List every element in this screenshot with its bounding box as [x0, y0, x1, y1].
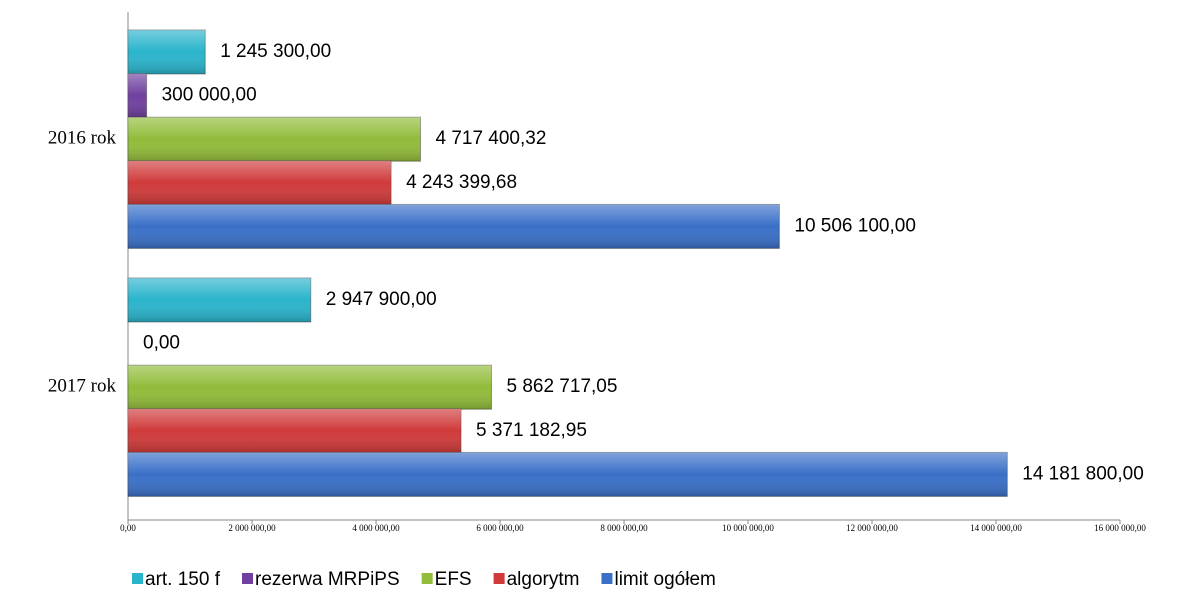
data-label: 5 371 182,95: [476, 420, 587, 441]
data-label: 300 000,00: [162, 85, 257, 106]
legend-label: art. 150 f: [145, 569, 221, 590]
legend-swatch: [421, 573, 433, 584]
x-tick-label: 16 000 000,00: [1094, 523, 1146, 533]
data-label: 10 506 100,00: [794, 215, 916, 236]
legend-label: algorytm: [507, 569, 580, 590]
legend-swatch: [601, 573, 613, 584]
x-tick-label: 4 000 000,00: [352, 523, 400, 533]
x-tick-label: 0,00: [120, 523, 136, 533]
y-tick-label: 2017 rok: [48, 375, 117, 396]
data-label: 0,00: [143, 333, 180, 354]
x-tick-label: 2 000 000,00: [228, 523, 276, 533]
bar-shade: [128, 408, 462, 453]
x-tick-label: 6 000 000,00: [476, 523, 524, 533]
legend-label: EFS: [435, 569, 472, 590]
data-label: 14 181 800,00: [1022, 463, 1144, 484]
x-tick-label: 14 000 000,00: [970, 523, 1022, 533]
bar-shade: [128, 117, 421, 162]
bar-shade: [128, 278, 311, 322]
bar-shade: [128, 365, 492, 410]
data-label: 5 862 717,05: [506, 376, 617, 397]
y-tick-label: 2016 rok: [48, 127, 117, 148]
x-tick-label: 10 000 000,00: [722, 523, 774, 533]
data-label: 4 717 400,32: [435, 128, 546, 149]
legend-swatch: [493, 573, 505, 584]
data-label: 2 947 900,00: [326, 289, 437, 310]
legend-label: limit ogółem: [614, 569, 715, 590]
bar-shade: [128, 204, 780, 249]
x-tick-label: 12 000 000,00: [846, 523, 898, 533]
x-tick-label: 8 000 000,00: [600, 523, 648, 533]
legend-swatch: [132, 573, 143, 584]
legend-label: rezerwa MRPiPS: [255, 569, 400, 590]
bar-shade: [128, 73, 147, 118]
bar-shade: [128, 160, 392, 205]
legend-swatch: [242, 573, 253, 584]
data-label: 1 245 300,00: [220, 41, 331, 62]
bar-shade: [128, 452, 1008, 497]
data-label: 4 243 399,68: [406, 172, 517, 193]
bar-shade: [128, 30, 206, 74]
